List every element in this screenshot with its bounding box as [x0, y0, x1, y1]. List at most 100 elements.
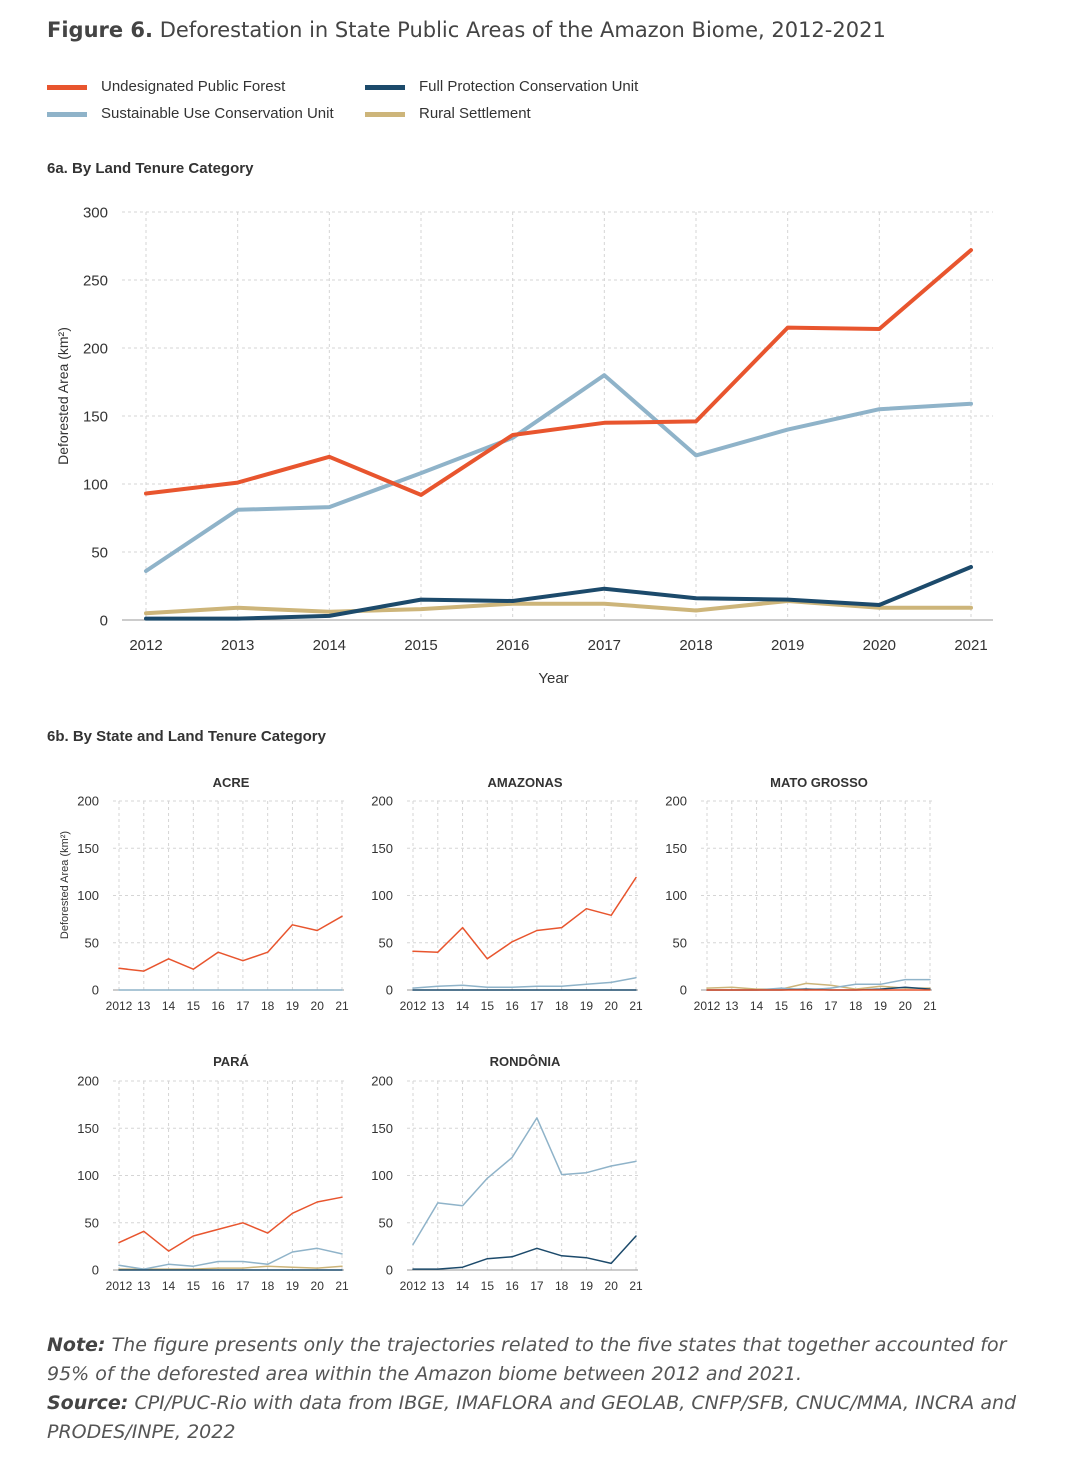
legend-item-sustainable: Sustainable Use Conservation Unit	[47, 105, 334, 127]
x-tick-label: 2013	[221, 637, 254, 654]
y-axis-label: Deforested Area (km²)	[59, 831, 71, 939]
legend-label-sustainable: Sustainable Use Conservation Unit	[101, 105, 334, 122]
figure-title: Figure 6. Deforestation in State Public …	[47, 18, 886, 42]
x-tick-label: 14	[456, 999, 470, 1013]
x-tick-label: 2012	[400, 1279, 427, 1293]
x-tick-label: 19	[874, 999, 888, 1013]
note-label: Note:	[47, 1334, 106, 1356]
chart-title: MATO GROSSO	[770, 775, 868, 790]
series-line-undesignated-public-forest	[118, 1196, 343, 1252]
subtitle-6b: 6b. By State and Land Tenure Category	[47, 728, 326, 745]
x-tick-label: 2012	[106, 999, 133, 1013]
x-tick-label: 2019	[771, 637, 804, 654]
x-tick-label: 21	[335, 999, 349, 1013]
figure-title-text: Deforestation in State Public Areas of t…	[159, 18, 886, 42]
y-tick-label: 0	[386, 1263, 393, 1278]
series-line-sustainable-use-conservation-unit	[412, 1117, 637, 1246]
x-tick-label: 19	[286, 1279, 300, 1293]
x-tick-label: 15	[775, 999, 789, 1013]
x-tick-label: 15	[481, 1279, 495, 1293]
y-tick-label: 0	[92, 983, 99, 998]
note-line: Note: The figure presents only the traje…	[47, 1331, 1037, 1389]
source-line: Source: CPI/PUC-Rio with data from IBGE,…	[47, 1389, 1037, 1447]
x-tick-label: 16	[211, 1279, 225, 1293]
x-tick-label: 2015	[404, 637, 437, 654]
series-line-rural-settlement	[144, 599, 973, 616]
x-tick-label: 17	[824, 999, 838, 1013]
source-label: Source:	[47, 1392, 129, 1414]
series-line-sustainable-use-conservation-unit	[144, 373, 973, 573]
y-tick-label: 200	[83, 340, 108, 357]
y-tick-label: 50	[91, 544, 108, 561]
y-axis-label: Deforested Area (km²)	[55, 327, 71, 465]
series-line-sustainable-use-conservation-unit	[412, 976, 637, 989]
legend-label-undesignated: Undesignated Public Forest	[101, 78, 286, 95]
x-tick-label: 2012	[694, 999, 721, 1013]
legend-swatch-undesignated	[47, 84, 87, 90]
x-tick-label: 17	[236, 999, 250, 1013]
x-tick-label: 20	[899, 999, 913, 1013]
legend-item-undesignated: Undesignated Public Forest	[47, 78, 285, 100]
x-tick-label: 15	[481, 999, 495, 1013]
chart-para: 0 50 100 150 200 2012 13 14 15 16 17 18 19 20 21 PARÁ	[77, 1054, 349, 1293]
x-tick-label: 15	[187, 999, 201, 1013]
x-tick-label: 15	[187, 1279, 201, 1293]
y-tick-label: 50	[85, 935, 99, 950]
y-tick-label: 50	[379, 935, 393, 950]
note-text: The figure presents only the trajectorie…	[47, 1334, 1007, 1385]
x-tick-label: 18	[849, 999, 863, 1013]
y-tick-label: 150	[77, 841, 99, 856]
x-tick-label: 2020	[863, 637, 896, 654]
y-tick-label: 100	[371, 888, 393, 903]
series-line-undesignated-public-forest	[412, 876, 637, 960]
note-block: Note: The figure presents only the traje…	[47, 1331, 1037, 1447]
y-tick-label: 100	[371, 1168, 393, 1183]
source-text: CPI/PUC-Rio with data from IBGE, IMAFLOR…	[47, 1392, 1017, 1443]
x-tick-label: 13	[431, 1279, 445, 1293]
y-tick-label: 200	[77, 1074, 99, 1089]
x-tick-label: 21	[629, 999, 643, 1013]
x-tick-label: 21	[923, 999, 937, 1013]
series-line-full-protection-conservation-unit	[144, 565, 973, 621]
series-line-sustainable-use-conservation-unit	[118, 1247, 343, 1270]
x-tick-label: 2012	[400, 999, 427, 1013]
y-tick-label: 50	[673, 935, 687, 950]
y-tick-label: 100	[665, 888, 687, 903]
x-tick-label: 19	[580, 999, 594, 1013]
x-tick-label: 18	[261, 999, 275, 1013]
figure-label: Figure 6.	[47, 18, 154, 42]
chart-mato-grosso: 0 50 100 150 200 2012 13 14 15 16 17 18 19 20 21 MATO G…	[665, 775, 937, 1013]
y-tick-label: 200	[371, 1074, 393, 1089]
legend-item-full-protection: Full Protection Conservation Unit	[365, 78, 638, 100]
series-line-rural-settlement	[118, 1265, 343, 1270]
chart-title: RONDÔNIA	[490, 1054, 561, 1069]
legend-swatch-full-protection	[365, 84, 405, 90]
x-tick-label: 17	[530, 1279, 544, 1293]
chart-title: PARÁ	[213, 1054, 249, 1069]
x-tick-label: 2017	[588, 637, 621, 654]
x-tick-label: 14	[162, 1279, 176, 1293]
x-tick-label: 18	[555, 1279, 569, 1293]
x-tick-label: 2014	[313, 637, 346, 654]
y-tick-label: 150	[83, 408, 108, 425]
series-line-undesignated-public-forest	[144, 248, 973, 497]
subtitle-6a: 6a. By Land Tenure Category	[47, 160, 254, 177]
x-tick-label: 14	[750, 999, 764, 1013]
series-line-rural-settlement	[706, 982, 931, 990]
series-line-undesignated-public-forest	[118, 915, 343, 972]
x-tick-label: 2018	[679, 637, 712, 654]
y-tick-label: 250	[83, 272, 108, 289]
y-tick-label: 0	[100, 612, 108, 629]
x-tick-label: 2021	[954, 637, 987, 654]
x-tick-label: 13	[431, 999, 445, 1013]
chart-title: AMAZONAS	[487, 775, 562, 790]
y-tick-label: 0	[386, 983, 393, 998]
x-tick-label: 20	[311, 1279, 325, 1293]
y-tick-label: 200	[665, 794, 687, 809]
x-axis-label: Year	[538, 670, 568, 687]
y-tick-label: 100	[77, 888, 99, 903]
x-tick-label: 13	[725, 999, 739, 1013]
y-tick-label: 50	[379, 1215, 393, 1230]
y-tick-label: 150	[665, 841, 687, 856]
y-tick-label: 100	[77, 1168, 99, 1183]
